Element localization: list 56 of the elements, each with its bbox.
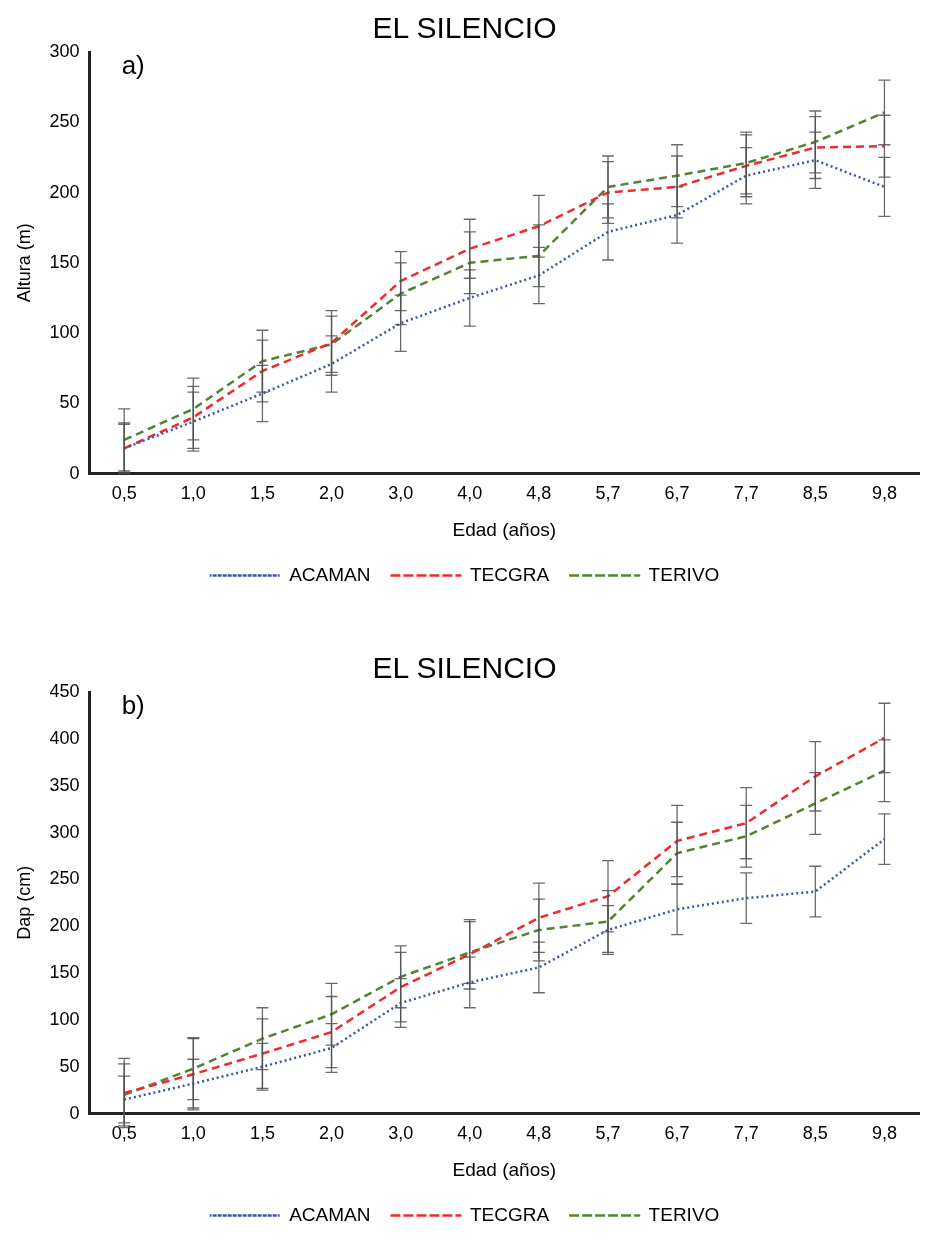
x-tick-label: 6,7 [664, 1123, 690, 1144]
x-tick-label: 2,0 [319, 483, 345, 504]
x-tick-label: 8,5 [802, 483, 828, 504]
legend-label: ACAMAN [289, 563, 371, 585]
y-tick-label: 100 [49, 322, 80, 343]
y-tick-label: 450 [49, 680, 80, 701]
x-tick-label: 0,5 [111, 1123, 137, 1144]
y-axis-title: Dap (cm) [13, 865, 34, 940]
x-tick-label: 4,0 [457, 483, 483, 504]
y-tick-label: 300 [49, 821, 80, 842]
y-tick-label: 200 [49, 915, 80, 936]
x-axis-title: Edad (años) [452, 518, 557, 540]
annotation: b) [121, 690, 145, 721]
x-tick-label: 0,5 [111, 483, 137, 504]
legend-label: TERIVO [648, 563, 720, 585]
y-tick-label: 50 [59, 1055, 80, 1076]
chart-title: EL SILENCIO [372, 11, 557, 45]
x-tick-label: 9,8 [871, 1123, 897, 1144]
x-tick-label: 4,0 [457, 1123, 483, 1144]
y-tick-label: 150 [49, 251, 80, 272]
line-series [122, 837, 886, 1101]
legend-label: TECGRA [469, 563, 550, 585]
x-tick-label: 3,0 [388, 483, 414, 504]
x-tick-label: 5,7 [595, 483, 621, 504]
y-axis-title: Altura (m) [13, 223, 34, 303]
y-tick-label: 100 [49, 1008, 80, 1029]
y-tick-label: 300 [49, 40, 80, 61]
x-tick-label: 4,8 [526, 1123, 552, 1144]
x-tick-label: 1,5 [249, 483, 275, 504]
y-tick-label: 400 [49, 727, 80, 748]
x-tick-label: 1,0 [180, 483, 206, 504]
x-tick-label: 4,8 [526, 483, 552, 504]
legend-label: TECGRA [469, 1203, 550, 1225]
legend-label: ACAMAN [289, 1203, 371, 1225]
x-axis-title: Edad (años) [452, 1158, 557, 1180]
x-tick-label: 8,5 [802, 1123, 828, 1144]
legend-label: TERIVO [648, 1203, 720, 1225]
chart-title: EL SILENCIO [372, 651, 557, 685]
y-tick-label: 350 [49, 774, 80, 795]
x-tick-label: 1,0 [180, 1123, 206, 1144]
y-tick-label: 0 [69, 462, 80, 483]
x-tick-label: 7,7 [733, 1123, 759, 1144]
x-tick-label: 5,7 [595, 1123, 621, 1144]
x-tick-label: 6,7 [664, 483, 690, 504]
y-tick-label: 50 [59, 392, 80, 413]
x-tick-label: 1,5 [249, 1123, 275, 1144]
y-tick-label: 250 [49, 111, 80, 132]
y-tick-label: 200 [49, 181, 80, 202]
y-tick-label: 150 [49, 962, 80, 983]
x-tick-label: 2,0 [319, 1123, 345, 1144]
y-tick-label: 0 [69, 1102, 80, 1123]
x-tick-label: 9,8 [871, 483, 897, 504]
x-tick-label: 3,0 [388, 1123, 414, 1144]
x-tick-label: 7,7 [733, 483, 759, 504]
annotation: a) [121, 50, 145, 81]
y-tick-label: 250 [49, 868, 80, 889]
